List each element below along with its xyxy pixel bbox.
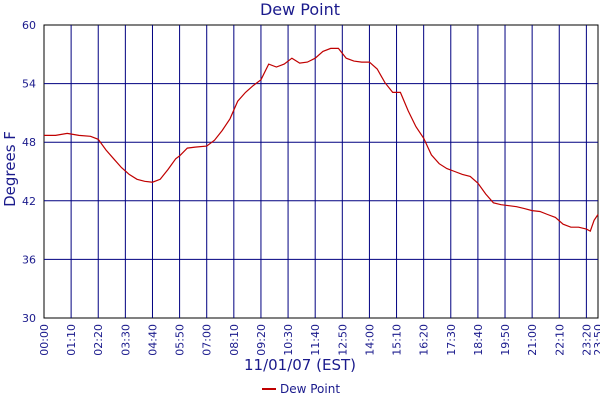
legend: Dew Point: [262, 382, 340, 396]
x-tick-label: 23:50: [592, 324, 600, 356]
x-tick-label: 15:10: [391, 324, 404, 356]
x-tick-label: 12:50: [336, 324, 349, 356]
plot-area: [43, 24, 599, 319]
x-tick-label: 21:00: [526, 324, 539, 356]
x-tick-label: 14:00: [363, 324, 376, 356]
x-tick-label: 16:20: [418, 324, 431, 356]
x-tick-label: 08:10: [228, 324, 241, 356]
x-tick-label: 01:10: [65, 324, 78, 356]
x-tick-label: 09:20: [255, 324, 268, 356]
x-tick-label: 03:30: [119, 324, 132, 356]
legend-label: Dew Point: [280, 382, 341, 396]
x-tick-label: 23:20: [580, 324, 593, 356]
x-tick-label: 10:30: [282, 324, 295, 356]
y-tick-label: 42: [22, 195, 36, 208]
chart-title: Dew Point: [259, 0, 341, 19]
dew-point-series-line: [44, 47, 599, 232]
x-axis-label: 11/01/07 (EST): [243, 356, 356, 374]
x-tick-label: 17:30: [445, 324, 458, 356]
x-tick-label: 02:20: [92, 324, 105, 356]
y-tick-label: 30: [22, 312, 36, 325]
x-tick-label: 19:50: [499, 324, 512, 356]
y-tick-label: 60: [22, 19, 36, 32]
x-tick-label: 04:40: [146, 324, 159, 356]
x-tick-label: 00:00: [38, 324, 51, 356]
x-tick-label: 11:40: [309, 324, 322, 356]
legend-swatch: [262, 388, 276, 390]
x-tick-label: 18:40: [472, 324, 485, 356]
y-tick-label: 36: [22, 253, 36, 266]
x-tick-label: 22:10: [553, 324, 566, 356]
y-tick-label: 48: [22, 136, 36, 149]
x-tick-label: 05:50: [174, 324, 187, 356]
y-tick-label: 54: [22, 78, 36, 91]
x-tick-label: 07:00: [201, 324, 214, 356]
y-axis-label: Degrees F: [1, 131, 19, 207]
